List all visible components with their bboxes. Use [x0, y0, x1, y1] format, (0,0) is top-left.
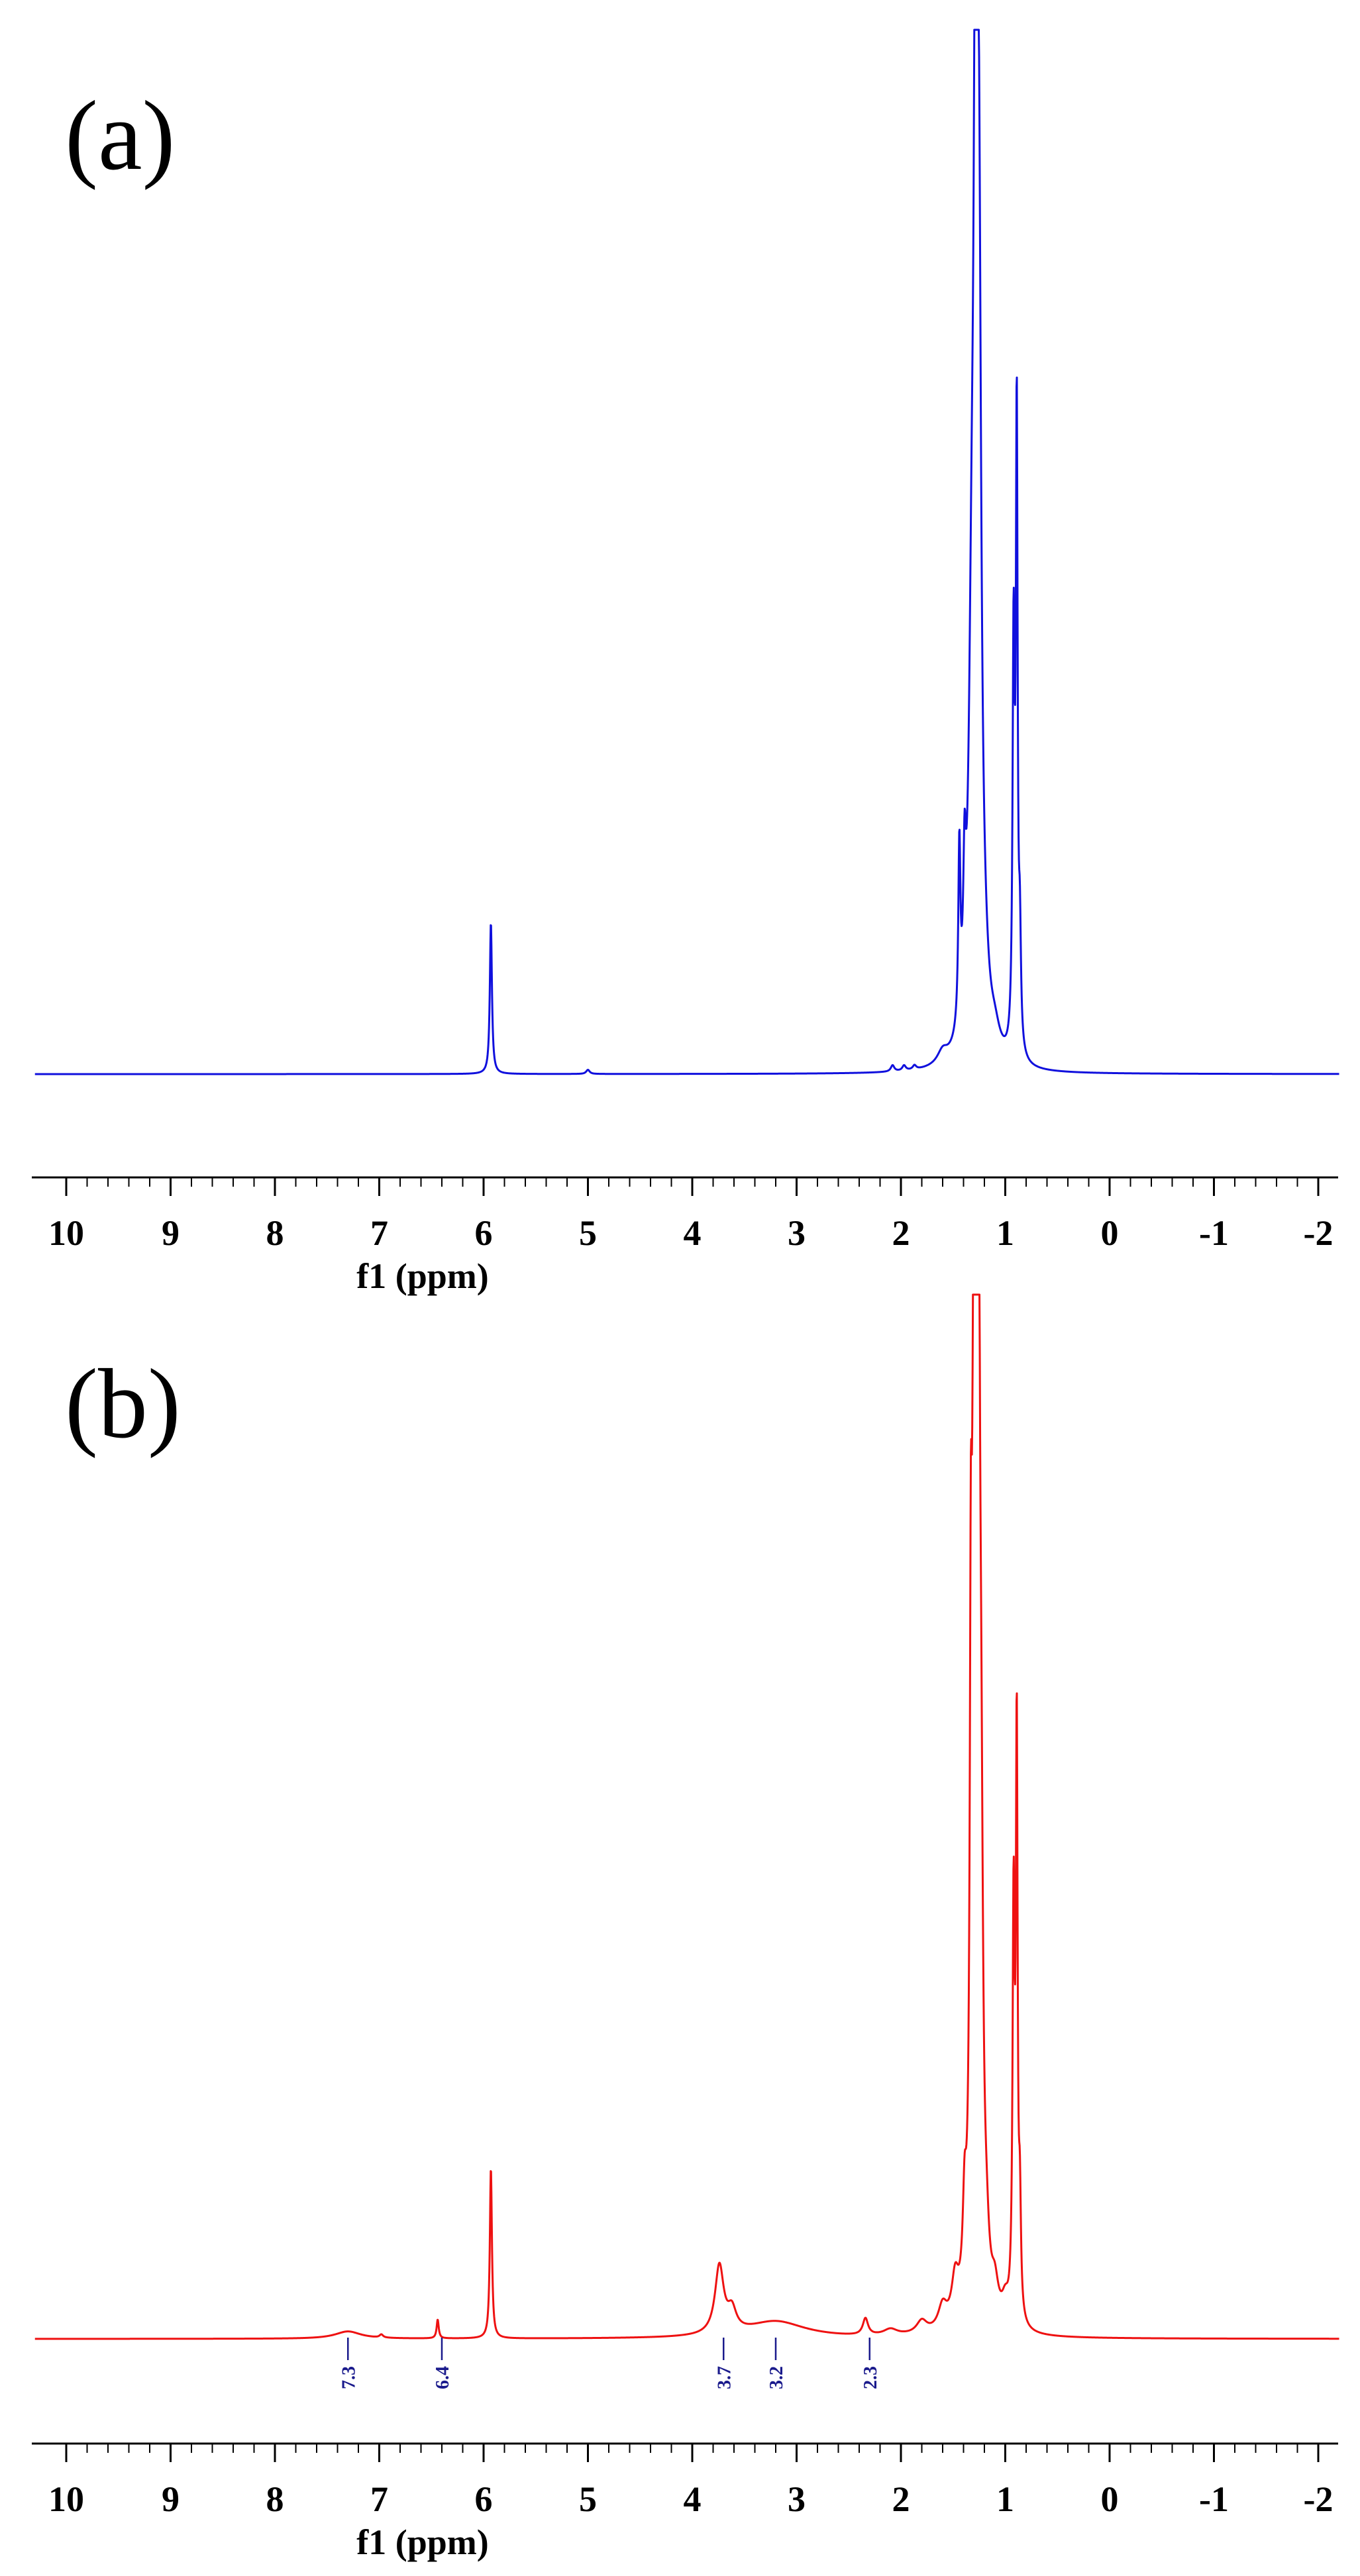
x-tick-label: 6	[475, 1213, 493, 1253]
x-tick-label: 1	[996, 1213, 1014, 1253]
x-axis-label: f1 (ppm)	[356, 1256, 489, 1296]
peak-label-text: 7.3	[339, 2366, 359, 2389]
peak-label: 6.4	[433, 2338, 453, 2389]
x-tick-label: 8	[266, 1213, 284, 1253]
peak-label-text: 3.2	[766, 2366, 787, 2389]
peak-label: 2.3	[861, 2338, 881, 2389]
x-tick-label: -1	[1199, 2479, 1229, 2519]
x-tick-label: 9	[162, 2479, 180, 2519]
x-tick-label: 6	[475, 2479, 493, 2519]
panel-b: (b) 7.3 6.4 3.7 3.2 2.3 10 9 8 7 6 5 4 3 2 1 0 -1 -2 f1 …	[32, 1293, 1340, 2562]
peak-label-text: 2.3	[861, 2366, 881, 2389]
spectrum-trace	[34, 1293, 1340, 2340]
x-axis-label: f1 (ppm)	[356, 2522, 489, 2562]
x-tick-label: 10	[48, 1213, 84, 1253]
peak-label-text: 3.7	[714, 2366, 735, 2389]
peak-label: 3.7	[714, 2338, 735, 2389]
spectrum-trace	[34, 28, 1340, 1075]
peak-labels: 7.3 6.4 3.7 3.2 2.3	[339, 2338, 881, 2389]
peak-label: 7.3	[339, 2338, 359, 2389]
x-tick-label: 8	[266, 2479, 284, 2519]
x-tick-label: -2	[1304, 2479, 1334, 2519]
x-tick-label: 2	[892, 1213, 910, 1253]
x-tick-label: -2	[1304, 1213, 1334, 1253]
x-tick-label: 9	[162, 1213, 180, 1253]
x-tick-label: 4	[684, 2479, 702, 2519]
spectrum-line	[34, 1293, 1340, 2340]
panel-label: (a)	[65, 81, 175, 191]
x-tick-label: 0	[1101, 1213, 1119, 1253]
x-ticks: 10 9 8 7 6 5 4 3 2 1 0 -1 -2	[48, 2444, 1333, 2519]
x-tick-label: -1	[1199, 1213, 1229, 1253]
x-tick-label: 5	[579, 2479, 597, 2519]
x-tick-label: 7	[370, 1213, 388, 1253]
x-ticks: 10 9 8 7 6 5 4 3 2 1 0 -1 -2	[48, 1177, 1333, 1253]
x-tick-label: 0	[1101, 2479, 1119, 2519]
peak-label: 3.2	[766, 2338, 787, 2389]
x-tick-label: 2	[892, 2479, 910, 2519]
x-tick-label: 3	[788, 2479, 806, 2519]
x-tick-label: 4	[684, 1213, 702, 1253]
x-tick-label: 5	[579, 1213, 597, 1253]
x-tick-label: 7	[370, 2479, 388, 2519]
panel-label: (b)	[65, 1349, 181, 1459]
x-tick-label: 3	[788, 1213, 806, 1253]
peak-label-text: 6.4	[433, 2366, 453, 2389]
x-tick-label: 1	[996, 2479, 1014, 2519]
panel-a: (a) 10 9 8 7 6 5 4 3 2 1 0 -1 -2 f1 (ppm)	[32, 28, 1340, 1296]
x-tick-label: 10	[48, 2479, 84, 2519]
spectrum-line	[34, 28, 1340, 1075]
